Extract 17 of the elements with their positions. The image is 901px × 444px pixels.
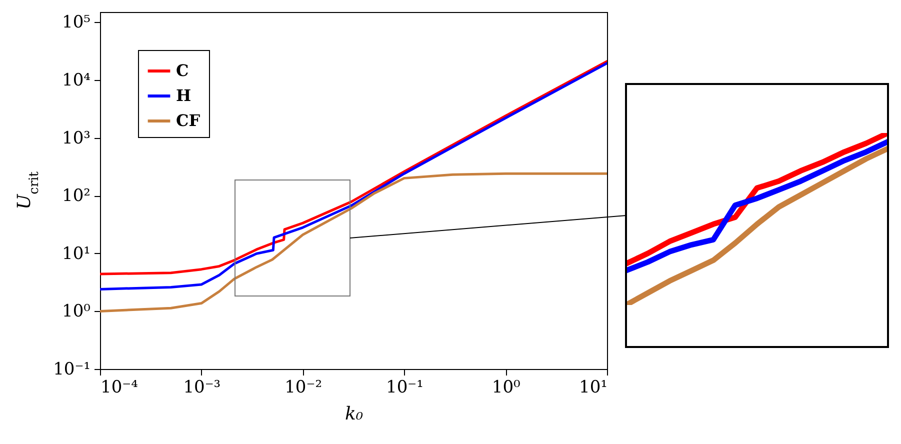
y-tick-label: 10⁴ [62, 70, 91, 90]
x-tick-label: 10⁰ [492, 378, 521, 398]
y-tick-label: 10⁵ [62, 12, 91, 33]
x-tick-label: 10⁻³ [183, 378, 221, 398]
y-tick-label: 10⁰ [62, 302, 91, 322]
y-tick-label: 10³ [62, 128, 90, 148]
x-tick-label: 10⁻⁴ [100, 378, 138, 398]
y-tick-label: 10¹ [62, 244, 90, 264]
x-tick-label: 10¹ [579, 378, 608, 398]
legend-label: H [176, 86, 192, 105]
x-axis-title: k₀ [344, 404, 364, 424]
y-tick-label: 10⁻¹ [53, 360, 90, 380]
x-tick-label: 10⁻² [284, 378, 322, 398]
legend-label: CF [176, 111, 201, 130]
legend-label: C [176, 61, 189, 80]
y-tick-label: 10² [62, 186, 90, 206]
x-tick-label: 10⁻¹ [386, 378, 424, 398]
